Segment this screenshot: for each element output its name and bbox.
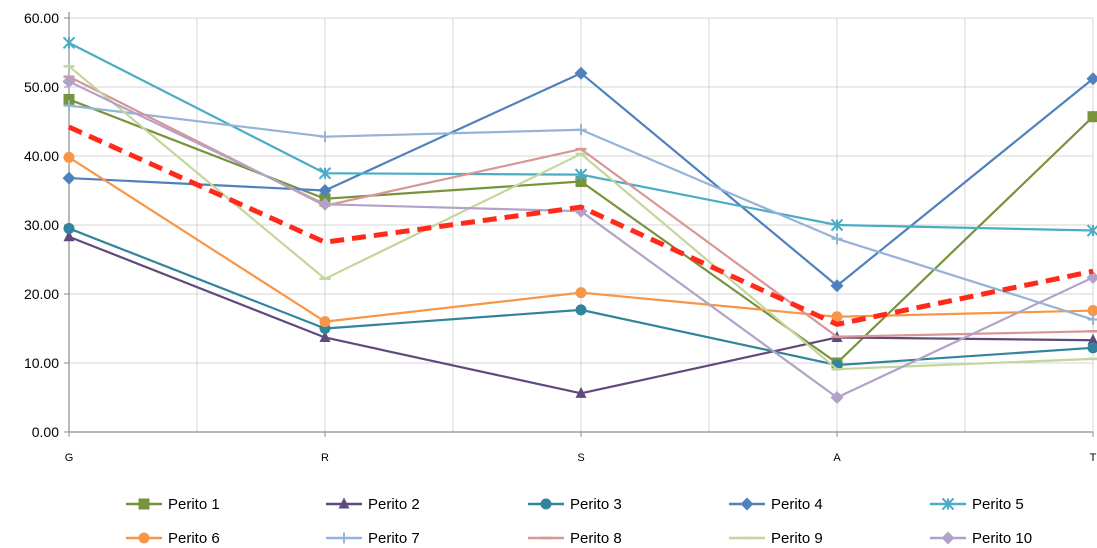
data-point-circle	[63, 151, 75, 163]
legend-label: Perito 8	[570, 530, 622, 547]
data-point-plus	[1087, 314, 1097, 326]
series-line	[67, 124, 1094, 327]
data-point-circle	[540, 498, 552, 510]
y-tick-label: 60.00	[24, 10, 59, 26]
series-average	[67, 124, 1094, 327]
legend-item: Perito 7	[326, 530, 420, 547]
data-point-circle	[1087, 342, 1097, 354]
data-point-plus	[575, 124, 587, 136]
series-perito-10	[62, 74, 1097, 404]
data-point-square	[138, 498, 150, 510]
data-point-circle	[138, 532, 150, 544]
data-point-circle	[1087, 305, 1097, 317]
series-perito-5	[62, 36, 1097, 237]
data-point-circle	[63, 222, 75, 234]
data-point-plus	[338, 532, 350, 544]
data-point-diamond	[830, 391, 844, 404]
data-point-diamond	[740, 497, 754, 511]
data-point-diamond	[62, 171, 76, 185]
x-tick-label: G	[65, 452, 74, 464]
legend-item: Perito 8	[528, 530, 622, 547]
series-perito-6	[63, 151, 1097, 328]
data-point-circle	[319, 316, 331, 328]
grid	[69, 17, 1094, 432]
y-tick-label: 50.00	[24, 79, 59, 95]
legend-label: Perito 6	[168, 530, 220, 547]
data-point-square	[575, 176, 587, 188]
y-tick-label: 40.00	[24, 148, 59, 164]
data-point-star	[62, 36, 76, 50]
series-perito-4	[62, 66, 1097, 293]
y-tick-label: 0.00	[32, 424, 59, 440]
legend-label: Perito 9	[771, 530, 823, 547]
data-point-star	[574, 168, 588, 181]
legend-item: Perito 5	[930, 496, 1024, 513]
series-group	[62, 36, 1097, 404]
y-axis-ticks: 0.00 10.00 20.00 30.00 40.00 50.00 60.00	[24, 10, 59, 440]
data-point-star	[318, 167, 332, 180]
data-point-triangle	[1087, 333, 1097, 345]
x-tick-label: S	[577, 452, 584, 464]
data-point-plus	[319, 131, 331, 143]
x-tick-label: A	[833, 452, 841, 464]
data-point-circle	[575, 304, 587, 316]
data-point-plus	[63, 100, 75, 112]
data-point-star	[830, 218, 844, 232]
legend-item: Perito 9	[729, 530, 823, 547]
data-point-diamond	[318, 197, 332, 211]
series-perito-7	[63, 100, 1097, 326]
series-perito-9	[63, 65, 1097, 371]
legend-item: Perito 1	[126, 496, 220, 513]
data-point-diamond	[62, 74, 76, 88]
data-point-diamond	[830, 279, 844, 293]
legend-item: Perito 2	[326, 496, 420, 513]
data-point-diamond	[1086, 270, 1097, 284]
y-tick-label: 30.00	[24, 217, 59, 233]
data-point-diamond	[318, 184, 332, 197]
series-perito-3	[63, 222, 1097, 371]
data-point-diamond	[1086, 72, 1097, 86]
data-point-diamond	[941, 531, 955, 545]
y-tick-label: 10.00	[24, 355, 59, 371]
legend-label: Perito 3	[570, 496, 622, 513]
data-point-triangle	[319, 330, 331, 342]
x-tick-label: T	[1090, 452, 1097, 464]
data-point-circle	[575, 287, 587, 299]
legend-item: Perito 3	[528, 496, 622, 513]
legend: Perito 1 Perito 2 Perito 3 Perito 4 Perito 5…	[126, 496, 1032, 547]
x-tick-label: R	[321, 452, 329, 464]
legend-label: Perito 5	[972, 496, 1024, 513]
data-point-star	[941, 497, 955, 511]
legend-label: Perito 7	[368, 530, 420, 547]
legend-label: Perito 4	[771, 496, 823, 513]
legend-label: Perito 1	[168, 496, 220, 513]
legend-item: Perito 4	[729, 496, 823, 513]
legend-item: Perito 10	[930, 530, 1032, 547]
data-point-square	[1087, 111, 1097, 123]
data-point-triangle	[338, 497, 350, 509]
legend-item: Perito 6	[126, 530, 220, 547]
data-point-square	[63, 93, 75, 105]
y-tick-label: 20.00	[24, 286, 59, 302]
data-point-triangle	[575, 386, 587, 398]
legend-label: Perito 10	[972, 530, 1032, 547]
data-point-circle	[831, 311, 843, 323]
data-point-plus	[831, 233, 843, 245]
data-point-triangle	[63, 230, 75, 242]
data-point-diamond	[574, 66, 588, 80]
legend-label: Perito 2	[368, 496, 420, 513]
